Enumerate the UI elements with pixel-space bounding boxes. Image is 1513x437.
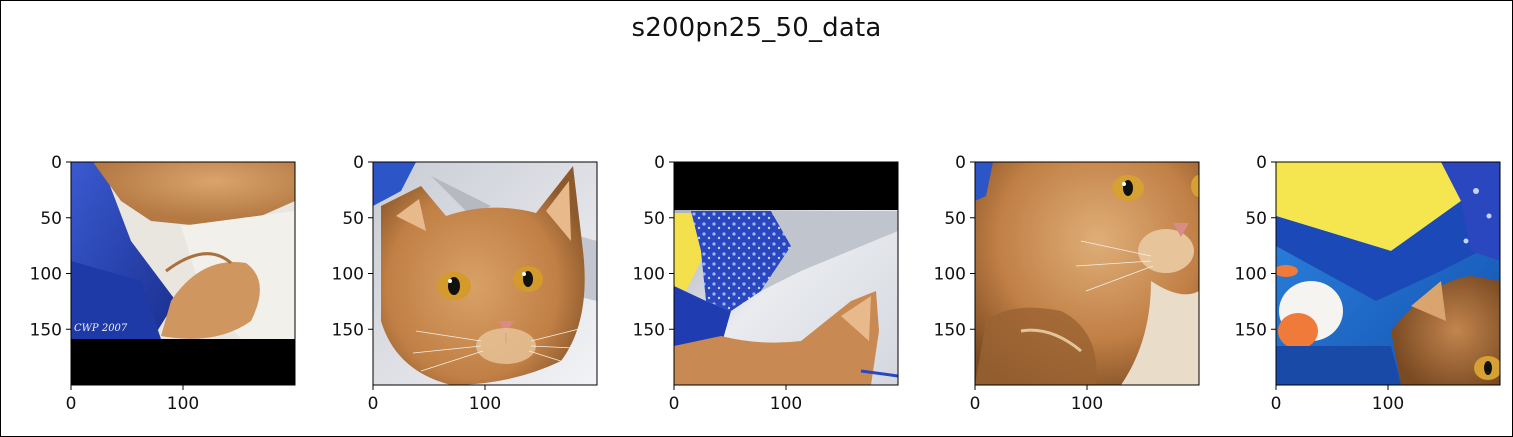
y-tick-label: 150 [633,320,665,340]
axes-4: 0 50 100 150 0 100 [934,153,1200,414]
x-tick-label: 100 [469,394,501,414]
axes-5: 0 50 100 150 0 100 [1235,153,1501,414]
x-tick-label: 100 [1372,394,1404,414]
axes-3: 0 50 100 150 0 100 [633,153,899,414]
watermark-text: CWP 2007 [74,323,128,334]
axes-1: 0 50 100 150 0 100 [30,153,296,414]
axes-2: 0 50 100 150 0 100 [332,153,598,414]
y-tick-label: 100 [1235,265,1267,285]
x-tick-label: 0 [1271,394,1282,414]
x-tick-label: 100 [770,394,802,414]
y-tick-label: 50 [643,209,665,229]
x-tick-label: 0 [669,394,680,414]
figure-title: s200pn25_50_data [631,13,882,43]
image-panel-4 [975,162,1199,385]
x-tick-label: 0 [970,394,981,414]
y-tick-label: 100 [30,265,62,285]
y-tick-label: 0 [654,153,665,173]
x-tick-label: 0 [368,394,379,414]
y-tick-label: 0 [1256,153,1267,173]
y-tick-label: 50 [342,209,364,229]
y-tick-label: 50 [40,209,62,229]
image-panel-2 [373,162,597,385]
y-tick-label: 100 [633,265,665,285]
y-tick-label: 50 [1245,209,1267,229]
x-tick-label: 100 [167,394,199,414]
y-tick-label: 0 [955,153,966,173]
y-tick-label: 50 [944,209,966,229]
y-tick-label: 0 [353,153,364,173]
y-tick-label: 150 [1235,320,1267,340]
y-tick-label: 150 [934,320,966,340]
image-panel-1: CWP 2007 [71,162,295,385]
y-tick-label: 150 [30,320,62,340]
y-tick-label: 100 [332,265,364,285]
x-tick-label: 0 [66,394,77,414]
x-tick-label: 100 [1071,394,1103,414]
y-tick-label: 0 [51,153,62,173]
image-panel-3 [674,162,898,385]
image-panel-5 [1276,162,1500,385]
y-tick-label: 100 [934,265,966,285]
y-tick-label: 150 [332,320,364,340]
